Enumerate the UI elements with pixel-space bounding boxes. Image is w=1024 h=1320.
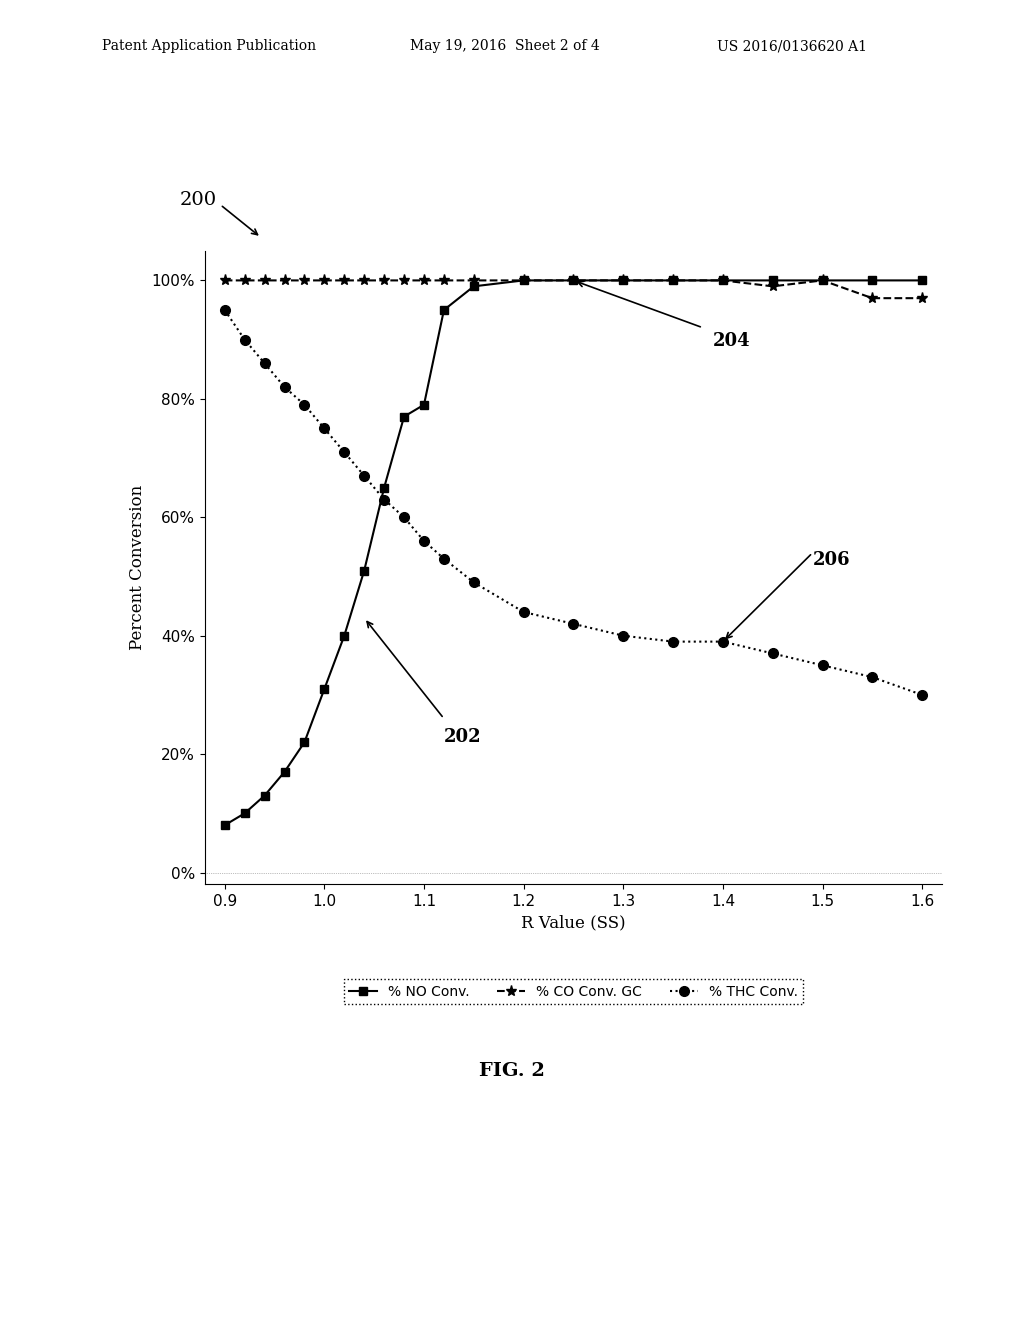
% THC Conv. [239,331,251,347]
% CO Conv. GC [358,272,371,288]
% CO Conv. GC [816,272,828,288]
% THC Conv. [667,634,679,649]
Line: % NO Conv.: % NO Conv. [220,276,927,829]
% CO Conv. GC [398,272,411,288]
% CO Conv. GC [667,272,679,288]
% NO Conv. [816,272,828,288]
% THC Conv. [378,491,390,507]
% THC Conv. [438,550,451,566]
% NO Conv. [239,805,251,821]
Text: May 19, 2016  Sheet 2 of 4: May 19, 2016 Sheet 2 of 4 [410,40,599,53]
% NO Conv. [767,272,779,288]
% NO Conv. [338,628,350,644]
Y-axis label: Percent Conversion: Percent Conversion [129,484,146,651]
Text: 200: 200 [179,190,216,209]
% NO Conv. [358,562,371,578]
% CO Conv. GC [258,272,270,288]
% NO Conv. [468,279,480,294]
% CO Conv. GC [239,272,251,288]
Line: % CO Conv. GC: % CO Conv. GC [219,275,928,304]
% NO Conv. [438,302,451,318]
% THC Conv. [517,605,529,620]
X-axis label: R Value (SS): R Value (SS) [521,915,626,932]
% CO Conv. GC [338,272,350,288]
% THC Conv. [338,445,350,461]
% NO Conv. [318,681,331,697]
% CO Conv. GC [517,272,529,288]
% CO Conv. GC [468,272,480,288]
Text: 206: 206 [813,550,850,569]
% THC Conv. [358,467,371,483]
Text: 204: 204 [713,331,751,350]
% THC Conv. [767,645,779,661]
Legend: % NO Conv., % CO Conv. GC, % THC Conv.: % NO Conv., % CO Conv. GC, % THC Conv. [343,979,804,1005]
% CO Conv. GC [298,272,310,288]
% NO Conv. [567,272,580,288]
% NO Conv. [418,397,430,413]
Text: US 2016/0136620 A1: US 2016/0136620 A1 [717,40,866,53]
% THC Conv. [816,657,828,673]
% NO Conv. [866,272,879,288]
% NO Conv. [617,272,630,288]
% CO Conv. GC [567,272,580,288]
Text: 202: 202 [444,729,481,746]
% NO Conv. [378,479,390,495]
% CO Conv. GC [617,272,630,288]
% NO Conv. [667,272,679,288]
% CO Conv. GC [717,272,729,288]
% NO Conv. [258,788,270,804]
Text: FIG. 2: FIG. 2 [479,1061,545,1080]
% THC Conv. [418,533,430,549]
% CO Conv. GC [218,272,230,288]
% CO Conv. GC [378,272,390,288]
% NO Conv. [298,734,310,750]
% THC Conv. [866,669,879,685]
% CO Conv. GC [916,290,929,306]
% THC Conv. [717,634,729,649]
% THC Conv. [468,574,480,590]
% THC Conv. [258,355,270,371]
% NO Conv. [279,764,291,780]
% THC Conv. [567,616,580,632]
% CO Conv. GC [279,272,291,288]
% CO Conv. GC [866,290,879,306]
Text: Patent Application Publication: Patent Application Publication [102,40,316,53]
% NO Conv. [916,272,929,288]
Line: % THC Conv.: % THC Conv. [220,305,927,700]
% THC Conv. [398,510,411,525]
% NO Conv. [218,817,230,833]
% THC Conv. [617,628,630,644]
% THC Conv. [279,379,291,395]
% THC Conv. [218,302,230,318]
% CO Conv. GC [318,272,331,288]
% NO Conv. [717,272,729,288]
% CO Conv. GC [418,272,430,288]
% THC Conv. [298,397,310,413]
% THC Conv. [916,686,929,702]
% THC Conv. [318,421,331,437]
% CO Conv. GC [767,279,779,294]
% NO Conv. [398,409,411,425]
% CO Conv. GC [438,272,451,288]
% NO Conv. [517,272,529,288]
